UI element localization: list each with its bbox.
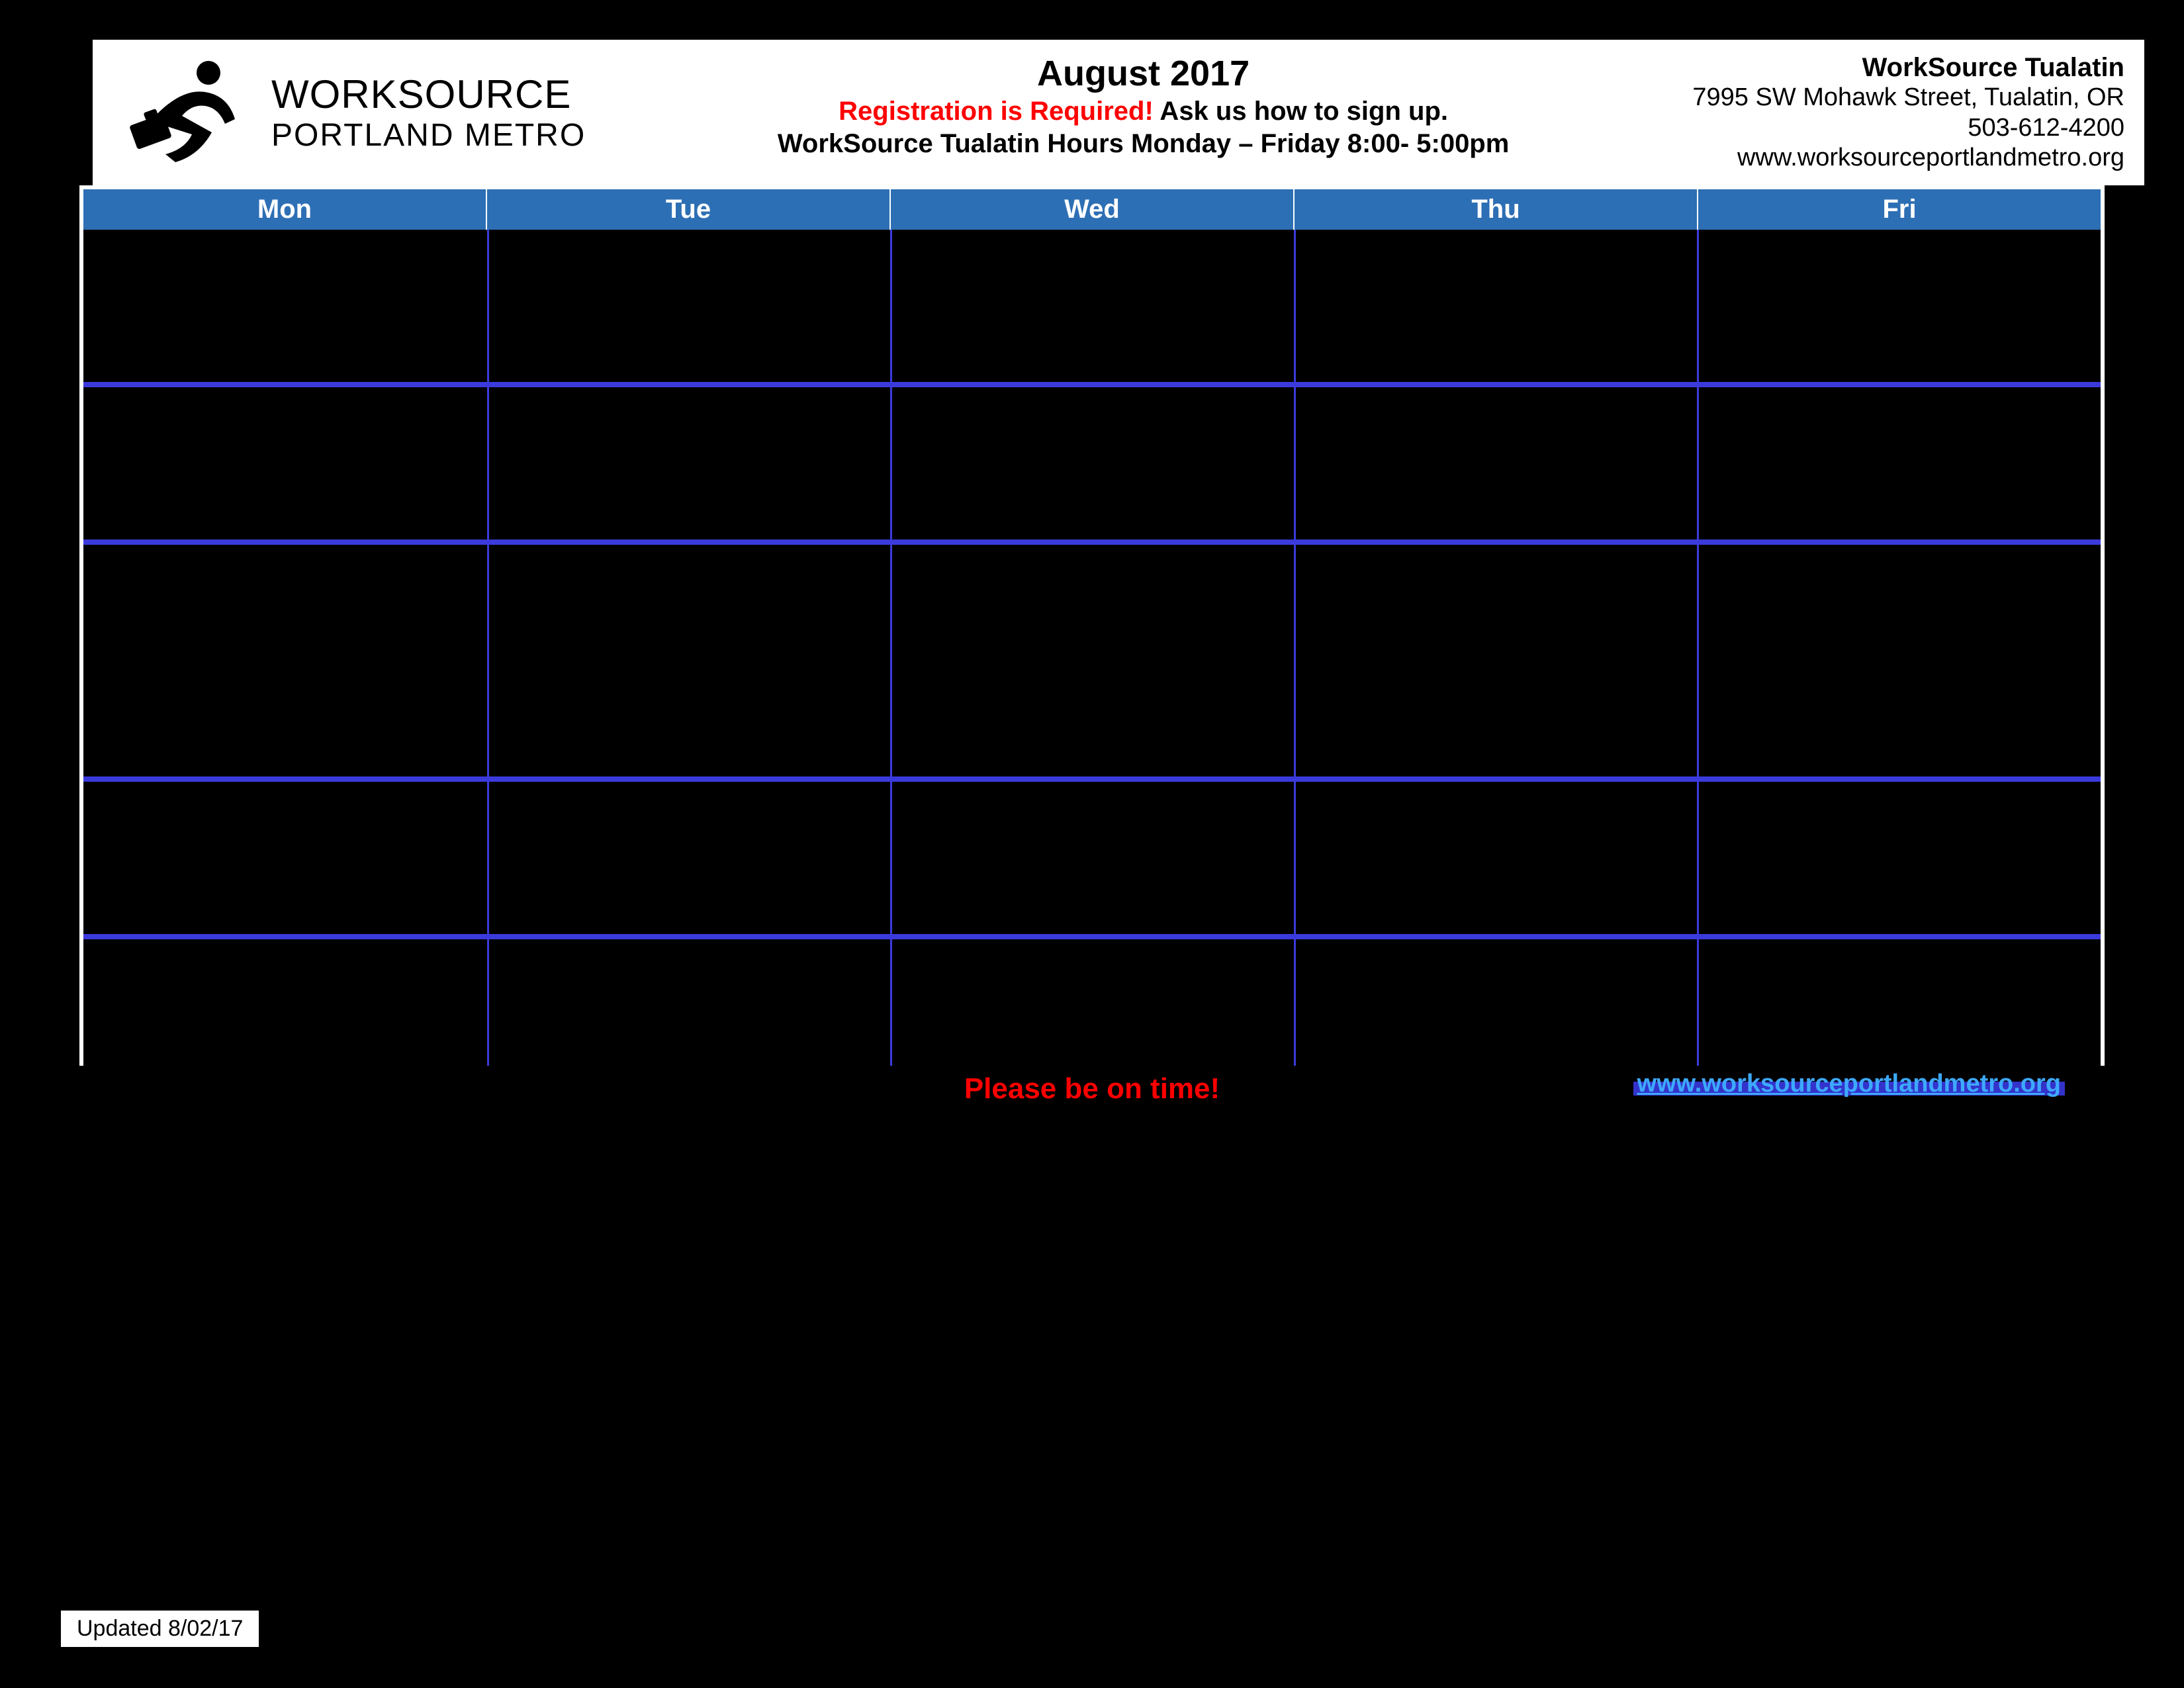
footer-link-wrap: www.worksourceportlandmetro.org [1633,1070,2065,1098]
contact-name: WorkSource Tualatin [1681,53,2124,83]
calendar-cell [1697,230,2101,382]
calendar-cell [487,387,891,539]
calendar-header-cell: Wed [891,189,1295,230]
calendar-cell [1697,387,2101,539]
calendar-cell [1294,939,1698,1072]
footer-link[interactable]: www.worksourceportlandmetro.org [1637,1070,2061,1098]
calendar-cell [83,230,487,382]
calendar-header-cell: Fri [1698,189,2101,230]
footer-note: Please be on time! www.worksourceportlan… [79,1066,2105,1304]
hours-line: WorkSource Tualatin Hours Monday – Frida… [606,129,1681,159]
contact-url: www.worksourceportlandmetro.org [1681,143,2124,173]
updated-tab: Updated 8/02/17 [60,1609,260,1648]
page-title: August 2017 [606,53,1681,94]
calendar: MonTueWedThuFri [79,185,2105,1076]
calendar-cell [487,230,891,382]
calendar-cell [83,545,487,776]
calendar-header-row: MonTueWedThuFri [83,189,2101,230]
calendar-cell [890,387,1294,539]
logo-line2: PORTLAND METRO [271,117,586,154]
contact-address: 7995 SW Mohawk Street, Tualatin, OR [1681,83,2124,113]
calendar-cell [890,230,1294,382]
registration-hint: Ask us how to sign up. [1154,97,1448,126]
calendar-header-cell: Mon [83,189,487,230]
contact-block: WorkSource Tualatin 7995 SW Mohawk Stree… [1681,40,2144,185]
calendar-cell [487,939,891,1072]
header-center: August 2017 Registration is Required! As… [606,40,1681,185]
calendar-cell [1697,782,2101,934]
logo-line1: WORKSOURCE [271,71,586,117]
calendar-cell [1697,545,2101,776]
calendar-cell [83,387,487,539]
calendar-cell [1294,545,1698,776]
calendar-cell [1697,939,2101,1072]
calendar-cell [1294,387,1698,539]
calendar-row-separator [83,382,2101,387]
calendar-cell [487,782,891,934]
worksource-logo-icon [119,56,251,169]
calendar-cell [1294,782,1698,934]
logo-text: WORKSOURCE PORTLAND METRO [271,71,586,154]
calendar-header-cell: Tue [487,189,891,230]
header-bar: WORKSOURCE PORTLAND METRO August 2017 Re… [93,40,2144,185]
calendar-cell [890,939,1294,1072]
calendar-cell [487,545,891,776]
calendar-body [83,230,2101,1072]
footer-link-highlight: www.worksourceportlandmetro.org [1633,1082,2065,1096]
calendar-cell [83,782,487,934]
registration-required: Registration is Required! [839,97,1154,126]
calendar-cell [890,545,1294,776]
calendar-row-separator [83,934,2101,939]
calendar-cell [1294,230,1698,382]
calendar-cell [83,939,487,1072]
registration-line: Registration is Required! Ask us how to … [606,97,1681,126]
calendar-header-cell: Thu [1295,189,1698,230]
contact-phone: 503-612-4200 [1681,113,2124,144]
logo-block: WORKSOURCE PORTLAND METRO [93,40,606,185]
calendar-cell [890,782,1294,934]
calendar-row-separator [83,539,2101,545]
calendar-row-separator [83,776,2101,782]
